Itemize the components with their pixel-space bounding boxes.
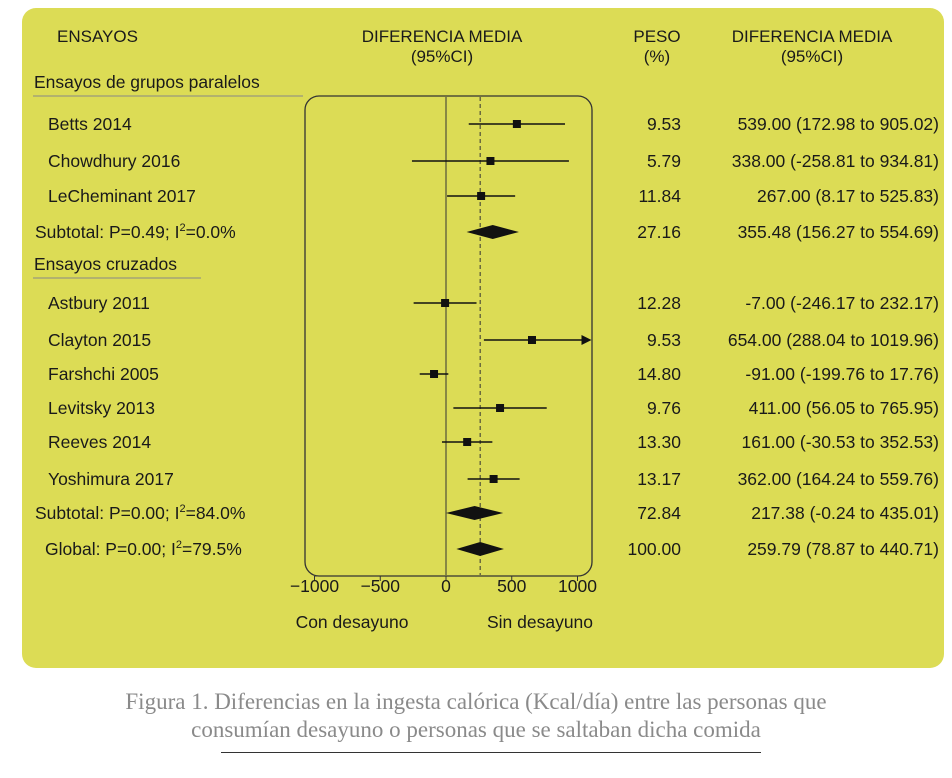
point-estimate xyxy=(477,192,486,200)
subtotal-label: Subtotal: P=0.00; I2=84.0% xyxy=(35,503,245,523)
weight-value: 100.00 xyxy=(627,539,681,559)
x-tick-label: −500 xyxy=(361,576,401,596)
study-label: Clayton 2015 xyxy=(48,330,151,350)
ci-value: 411.00 (56.05 to 765.95) xyxy=(749,398,939,418)
point-estimate xyxy=(512,120,521,128)
subtotal-diamond xyxy=(445,506,504,520)
weight-value: 14.80 xyxy=(637,364,681,384)
point-estimate xyxy=(441,299,450,307)
ci-value: 355.48 (156.27 to 554.69) xyxy=(738,222,939,242)
caption-line-2: consumían desayuno o personas que se sal… xyxy=(191,717,761,742)
x-tick-label: 1000 xyxy=(558,576,597,596)
subtotal-label: Subtotal: P=0.49; I2=0.0% xyxy=(35,222,236,242)
study-label: Levitsky 2013 xyxy=(48,398,155,418)
axis-right-label: Sin desayuno xyxy=(487,612,593,632)
group-heading: Ensayos de grupos paralelos xyxy=(34,72,260,92)
ci-value: 362.00 (164.24 to 559.76) xyxy=(738,469,939,489)
point-estimate xyxy=(486,157,495,165)
study-label: Chowdhury 2016 xyxy=(48,151,180,171)
weight-value: 12.28 xyxy=(637,293,681,313)
group-heading: Ensayos cruzados xyxy=(34,254,177,274)
header-diff: DIFERENCIA MEDIA xyxy=(362,27,523,46)
ci-value: 217.38 (-0.24 to 435.01) xyxy=(751,503,939,523)
ci-arrow xyxy=(581,335,592,345)
weight-value: 13.30 xyxy=(637,432,681,452)
study-label: LeCheminant 2017 xyxy=(48,186,196,206)
x-tick-label: 500 xyxy=(497,576,526,596)
x-tick-label: 0 xyxy=(441,576,451,596)
study-label: Farshchi 2005 xyxy=(48,364,159,384)
header-weight-unit: (%) xyxy=(644,47,670,66)
weight-value: 5.79 xyxy=(647,151,681,171)
header-diff-ci: (95%CI) xyxy=(411,47,473,66)
point-estimate xyxy=(489,475,498,483)
forest-rows: Ensayos de grupos paralelos Betts 2014 9.5… xyxy=(33,72,939,575)
caption-line-1: Figura 1. Diferencias en la ingesta caló… xyxy=(125,689,827,714)
header-weight: PESO xyxy=(633,27,680,46)
subtotal-diamond xyxy=(466,225,519,239)
ci-value: 267.00 (8.17 to 525.83) xyxy=(757,186,939,206)
header-diff2-ci: (95%CI) xyxy=(781,47,843,66)
x-axis: −1000 −500 0 500 1000 xyxy=(290,575,597,596)
study-label: Reeves 2014 xyxy=(48,432,151,452)
point-estimate xyxy=(528,336,537,344)
figure-caption: Figura 1. Diferencias en la ingesta caló… xyxy=(0,688,952,744)
study-label: Astbury 2011 xyxy=(48,293,150,313)
caption-divider xyxy=(221,752,761,753)
ci-value: -7.00 (-246.17 to 232.17) xyxy=(745,293,939,313)
weight-value: 9.76 xyxy=(647,398,681,418)
header-study: ENSAYOS xyxy=(57,27,138,46)
ci-value: 654.00 (288.04 to 1019.96) xyxy=(728,330,939,350)
overall-label: Global: P=0.00; I2=79.5% xyxy=(45,539,242,559)
point-estimate xyxy=(496,404,505,412)
weight-value: 11.84 xyxy=(639,186,682,206)
weight-value: 9.53 xyxy=(647,330,681,350)
ci-value: 161.00 (-30.53 to 352.53) xyxy=(741,432,939,452)
ci-value: 259.79 (78.87 to 440.71) xyxy=(747,539,939,559)
weight-value: 13.17 xyxy=(637,469,681,489)
weight-value: 72.84 xyxy=(637,503,681,523)
study-label: Yoshimura 2017 xyxy=(48,469,174,489)
x-tick-label: −1000 xyxy=(290,576,339,596)
forest-plot: ENSAYOS DIFERENCIA MEDIA (95%CI) PESO (%… xyxy=(33,27,939,632)
point-estimate xyxy=(463,438,472,446)
weight-value: 9.53 xyxy=(647,114,681,134)
forest-plot-panel xyxy=(22,8,944,668)
overall-diamond xyxy=(456,542,504,556)
ci-value: -91.00 (-199.76 to 17.76) xyxy=(745,364,939,384)
ci-value: 338.00 (-258.81 to 934.81) xyxy=(732,151,939,171)
axis-left-label: Con desayuno xyxy=(296,612,409,632)
ci-value: 539.00 (172.98 to 905.02) xyxy=(738,114,939,134)
header-diff2: DIFERENCIA MEDIA xyxy=(732,27,893,46)
weight-value: 27.16 xyxy=(637,222,681,242)
point-estimate xyxy=(430,370,439,378)
plot-frame xyxy=(304,95,593,577)
study-label: Betts 2014 xyxy=(48,114,132,134)
